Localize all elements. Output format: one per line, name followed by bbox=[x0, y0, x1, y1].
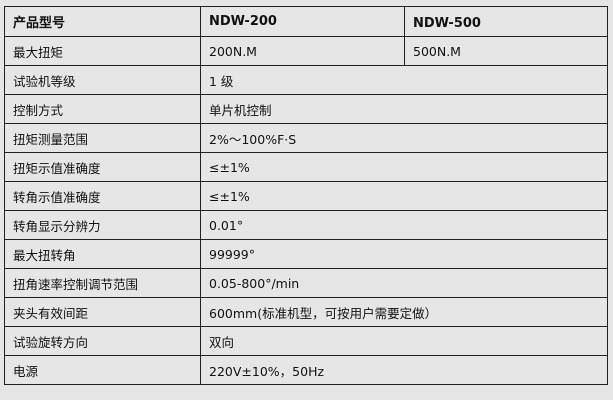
row-value-ndw-500: 500N.M bbox=[404, 36, 608, 66]
row-label: 试验旋转方向 bbox=[4, 326, 201, 356]
row-value: ≤±1% bbox=[200, 152, 608, 182]
table-row: 电源 220V±10%，50Hz bbox=[4, 355, 608, 385]
row-value: 单片机控制 bbox=[200, 94, 608, 124]
table-row: 夹头有效间距 600mm(标准机型，可按用户需要定做） bbox=[4, 297, 608, 327]
row-value: ≤±1% bbox=[200, 181, 608, 211]
table-row: 最大扭转角 99999° bbox=[4, 239, 608, 269]
row-value-ndw-200: 200N.M bbox=[200, 36, 405, 66]
row-label: 控制方式 bbox=[4, 94, 201, 124]
model-ndw-500: NDW-500 bbox=[404, 6, 608, 37]
table-row: 试验机等级 1 级 bbox=[4, 65, 608, 95]
table-row: 扭矩测量范围 2%～100%F·S bbox=[4, 123, 608, 153]
spec-table: 产品型号 NDW-200 NDW-500 最大扭矩 200N.M 500N.M … bbox=[4, 6, 608, 385]
row-value: 1 级 bbox=[200, 65, 608, 95]
row-value: 220V±10%，50Hz bbox=[200, 355, 608, 385]
row-value: 双向 bbox=[200, 326, 608, 356]
table-row: 试验旋转方向 双向 bbox=[4, 326, 608, 356]
table-row: 转角示值准确度 ≤±1% bbox=[4, 181, 608, 211]
table-header-row: 产品型号 NDW-200 NDW-500 bbox=[4, 6, 608, 37]
table-row: 转角显示分辨力 0.01° bbox=[4, 210, 608, 240]
row-label: 试验机等级 bbox=[4, 65, 201, 95]
row-label: 夹头有效间距 bbox=[4, 297, 201, 327]
table-row: 最大扭矩 200N.M 500N.M bbox=[4, 36, 608, 66]
table-row: 控制方式 单片机控制 bbox=[4, 94, 608, 124]
row-label: 扭矩示值准确度 bbox=[4, 152, 201, 182]
row-value: 99999° bbox=[200, 239, 608, 269]
table-row: 扭矩示值准确度 ≤±1% bbox=[4, 152, 608, 182]
row-value: 0.01° bbox=[200, 210, 608, 240]
row-label: 扭矩测量范围 bbox=[4, 123, 201, 153]
model-ndw-200: NDW-200 bbox=[200, 6, 405, 37]
header-label: 产品型号 bbox=[4, 6, 201, 37]
row-label: 最大扭转角 bbox=[4, 239, 201, 269]
row-label: 最大扭矩 bbox=[4, 36, 201, 66]
row-label: 转角示值准确度 bbox=[4, 181, 201, 211]
row-value: 600mm(标准机型，可按用户需要定做） bbox=[200, 297, 608, 327]
row-value: 2%～100%F·S bbox=[200, 123, 608, 153]
row-label: 转角显示分辨力 bbox=[4, 210, 201, 240]
table-row: 扭角速率控制调节范围 0.05-800°/min bbox=[4, 268, 608, 298]
row-label: 扭角速率控制调节范围 bbox=[4, 268, 201, 298]
row-value: 0.05-800°/min bbox=[200, 268, 608, 298]
row-label: 电源 bbox=[4, 355, 201, 385]
